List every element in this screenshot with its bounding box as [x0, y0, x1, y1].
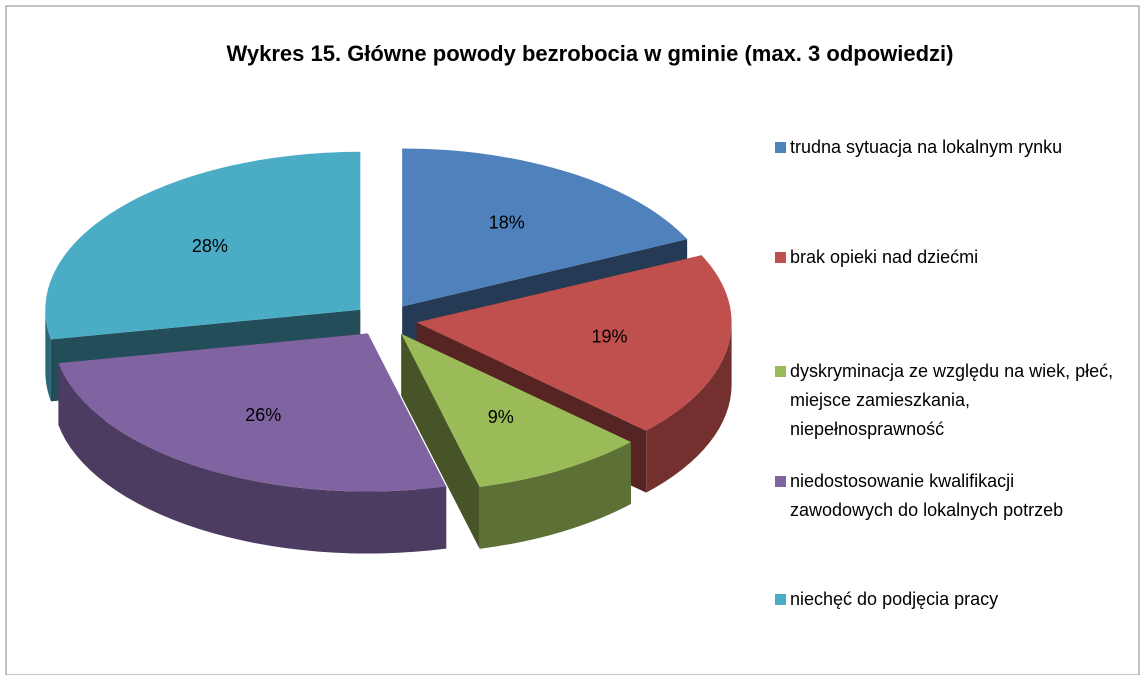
legend-entry: niechęć do podjęcia pracy: [775, 585, 1120, 614]
legend-swatch: [775, 476, 786, 487]
slice-side: [646, 322, 732, 493]
legend-label: brak opieki nad dziećmi: [790, 247, 979, 267]
legend-entry: trudna sytuacja na lokalnym rynku: [775, 133, 1120, 162]
slice-side: [58, 363, 447, 554]
legend-label: niedostosowanie kwalifikacji zawodowych …: [790, 471, 1064, 520]
slice: [58, 333, 447, 492]
chart-title: Wykres 15. Główne powody bezrobocia w gm…: [227, 41, 954, 66]
legend-label: dyskryminacja ze względu na wiek, płeć, …: [790, 361, 1114, 439]
legend-swatch: [775, 366, 786, 377]
slice: [402, 148, 688, 307]
slice: [401, 333, 631, 487]
legend-swatch: [775, 594, 786, 605]
legend-entry: niedostosowanie kwalifikacji zawodowych …: [775, 467, 1120, 525]
data-label: 26%: [245, 405, 281, 425]
slice-side: [479, 441, 631, 549]
slice-side: [45, 309, 51, 402]
legend-entry: dyskryminacja ze względu na wiek, płeć, …: [775, 357, 1120, 444]
slice: [45, 151, 361, 340]
slice-side: [401, 333, 480, 549]
slice: [416, 255, 732, 431]
legend-label: niechęć do podjęcia pracy: [790, 589, 999, 609]
data-label: 19%: [591, 327, 627, 347]
legend-swatch: [775, 252, 786, 263]
data-label: 28%: [192, 236, 228, 256]
legend-swatch: [775, 142, 786, 153]
legend-entry: brak opieki nad dziećmi: [775, 243, 1120, 272]
legend-label: trudna sytuacja na lokalnym rynku: [790, 137, 1063, 157]
data-label: 9%: [488, 407, 514, 427]
data-label: 18%: [489, 212, 525, 232]
